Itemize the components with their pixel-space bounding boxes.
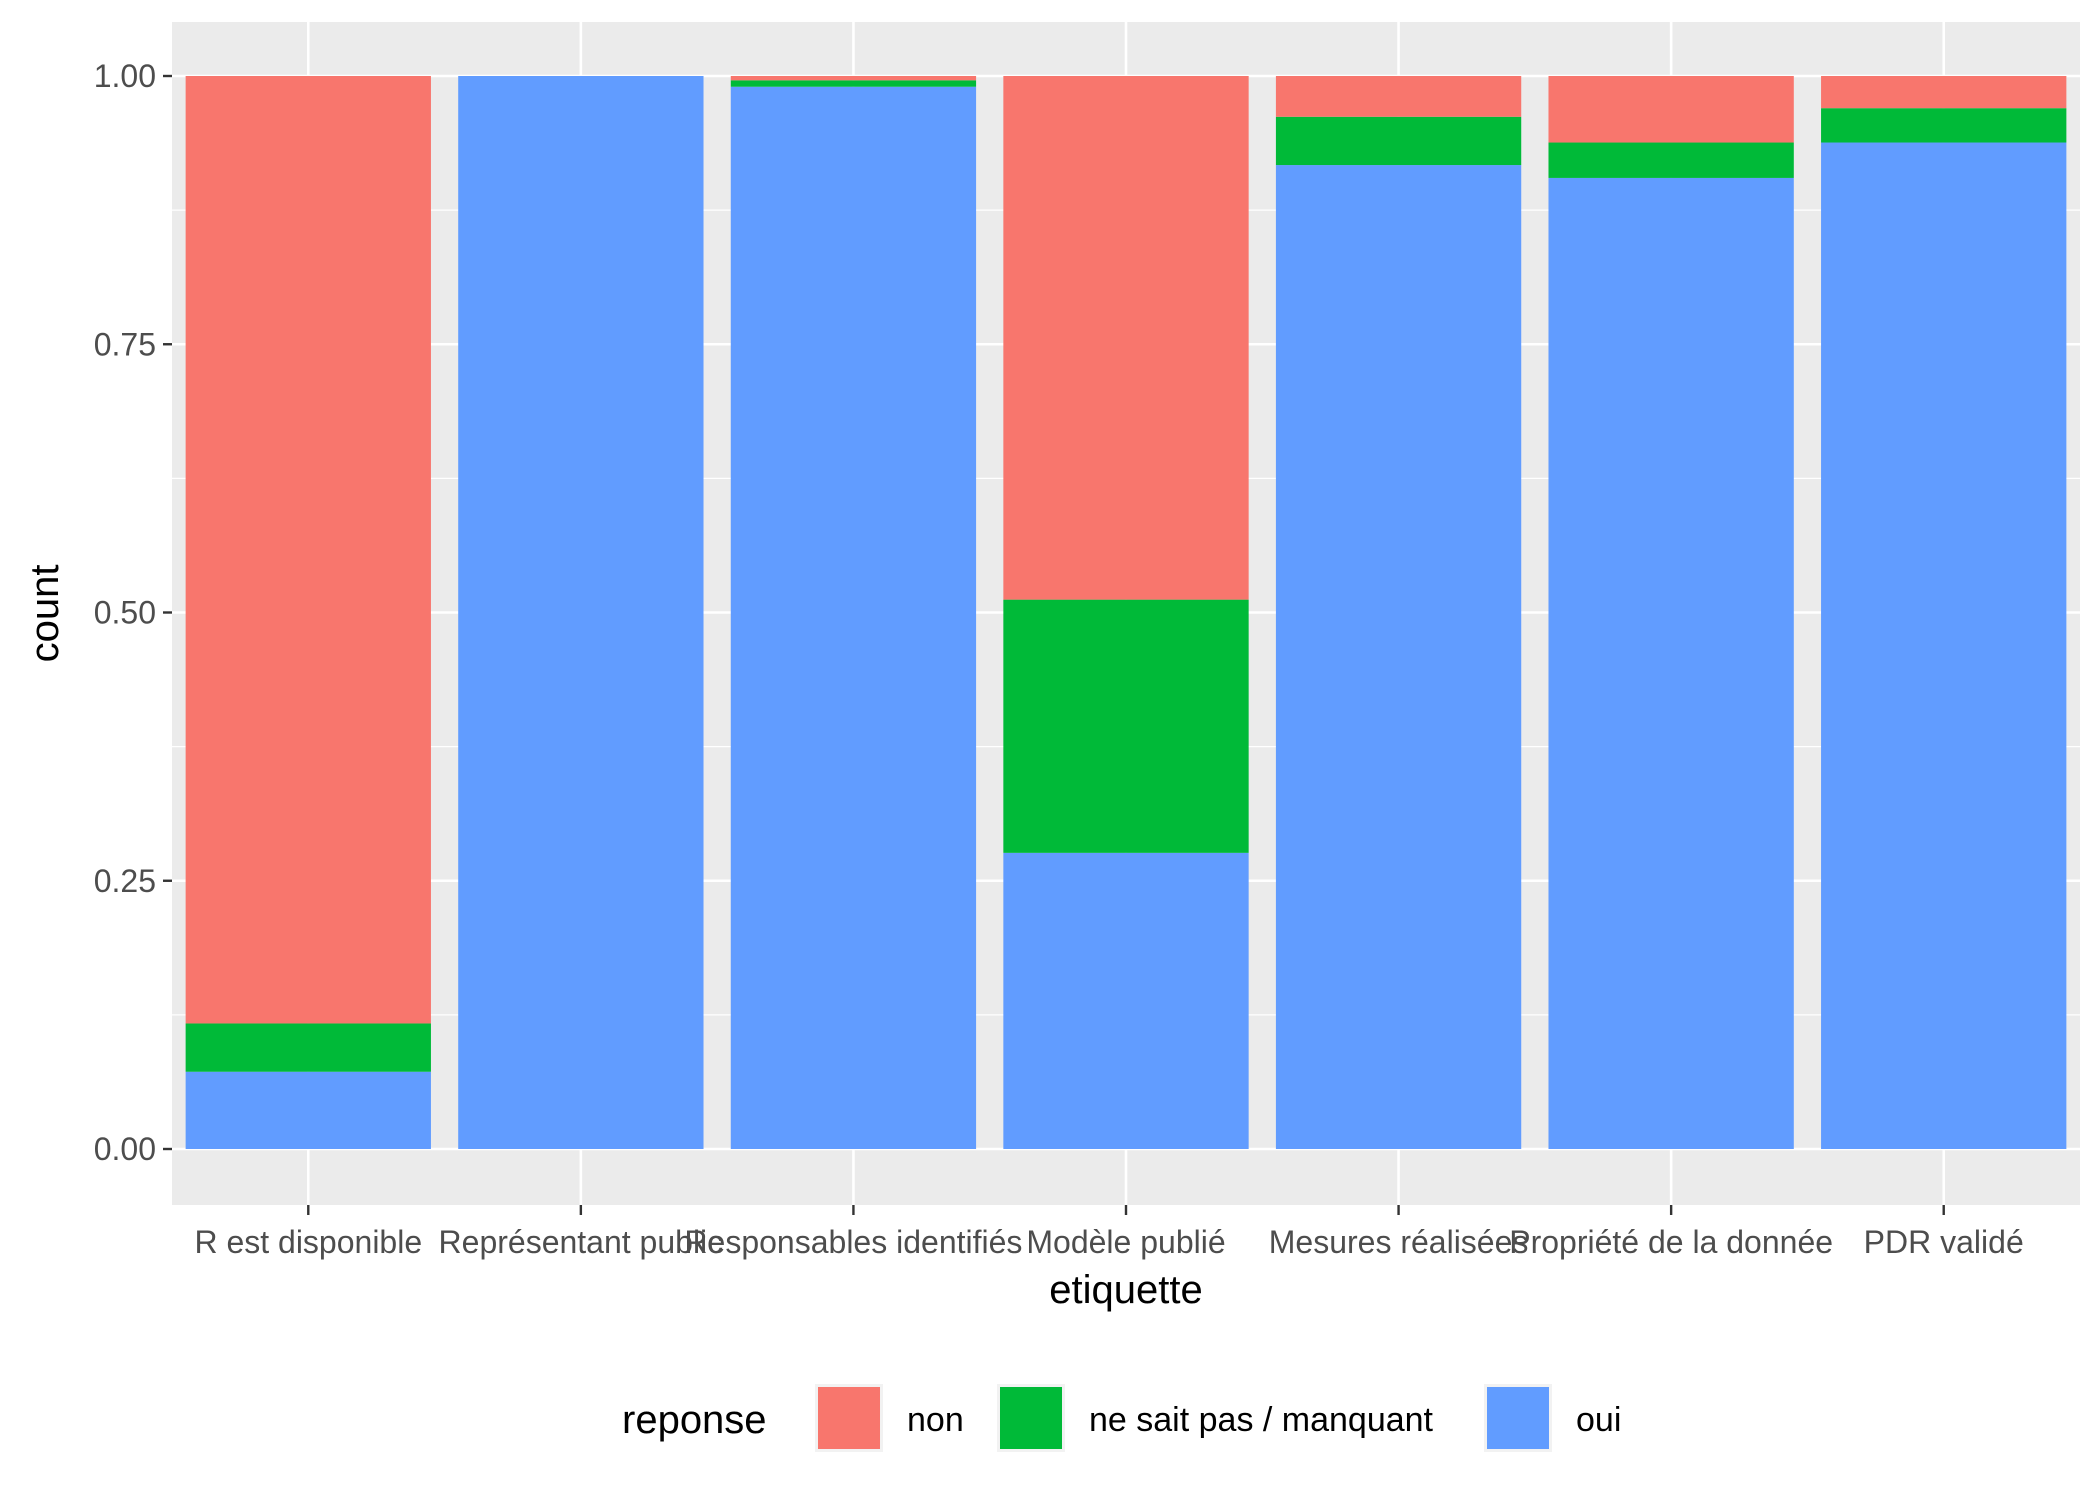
x-tick-label: R est disponible — [194, 1224, 422, 1260]
bar-segment — [1548, 177, 1794, 1149]
x-tick-label: PDR validé — [1864, 1224, 2024, 1260]
bar-segment — [730, 80, 977, 87]
bar-segment — [1003, 852, 1249, 1149]
legend-key — [818, 1387, 880, 1449]
x-axis: R est disponible Représentant publicRespo… — [194, 1205, 2024, 1260]
bar-segment — [1821, 76, 2067, 109]
legend-label: oui — [1576, 1401, 1621, 1439]
bar-segment — [1821, 142, 2067, 1149]
bars — [185, 76, 2067, 1150]
bar-segment — [1548, 76, 1794, 143]
bar-segment — [1548, 142, 1794, 178]
legend-title: reponse — [622, 1398, 767, 1442]
bar-segment — [1275, 116, 1522, 166]
bar-segment — [730, 76, 977, 81]
y-axis: 0.00 0.25 0.50 0.75 1.00 — [94, 58, 172, 1167]
bar-segment — [1821, 108, 2067, 143]
x-tick-label: Propriété de la donnée — [1509, 1224, 1833, 1260]
legend-key — [1000, 1387, 1062, 1449]
bar-segment — [1275, 165, 1522, 1149]
x-tick-label: Modèle publié — [1026, 1224, 1225, 1260]
bar-segment — [730, 86, 977, 1150]
legend-label: non — [907, 1401, 964, 1439]
legend-key — [1487, 1387, 1549, 1449]
bar-segment — [1003, 599, 1249, 853]
bar-segment — [1275, 76, 1522, 117]
x-tick-label: Représentant public — [439, 1224, 724, 1260]
legend-label: ne sait pas / manquant — [1089, 1401, 1434, 1439]
x-axis-title: etiquette — [1049, 1268, 1202, 1312]
bar-segment — [1003, 76, 1249, 600]
bar-segment — [185, 1071, 431, 1149]
bar-segment — [185, 1023, 431, 1072]
y-tick-label: 0.50 — [94, 595, 156, 631]
bar-segment — [185, 76, 431, 1024]
x-tick-label: Mesures réalisées — [1269, 1224, 1529, 1260]
y-tick-label: 0.75 — [94, 326, 156, 362]
x-tick-label: Responsables identifiés — [684, 1224, 1022, 1260]
y-tick-label: 0.25 — [94, 863, 156, 899]
y-axis-title: count — [23, 565, 67, 663]
y-tick-label: 1.00 — [94, 58, 156, 94]
y-tick-label: 0.00 — [94, 1131, 156, 1167]
bar-segment — [458, 76, 704, 1149]
legend: reponse non ne sait pas / manquant oui — [622, 1384, 1621, 1452]
